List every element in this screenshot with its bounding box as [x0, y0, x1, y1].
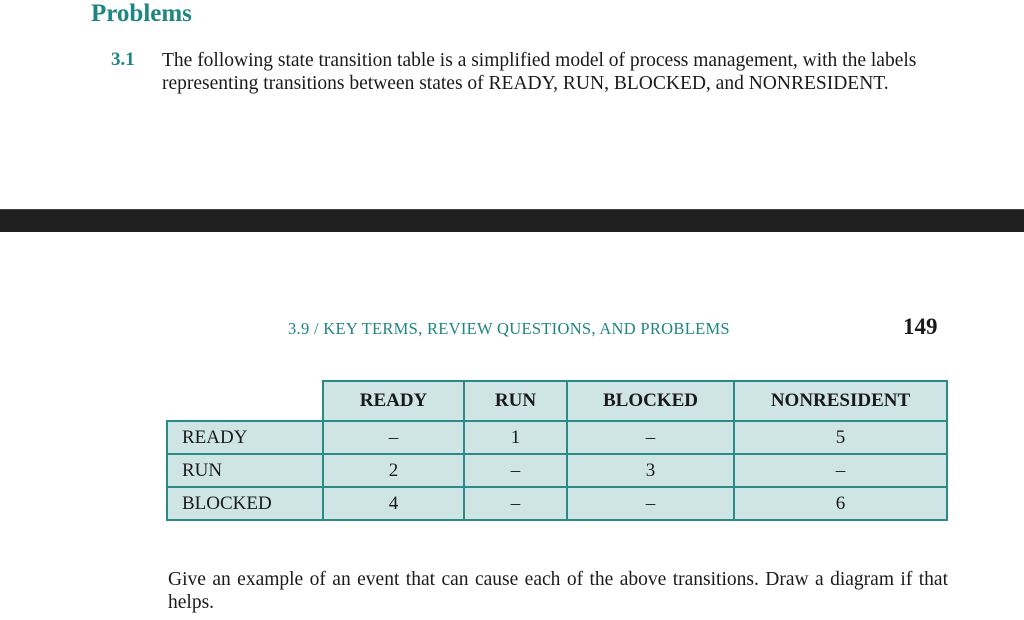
- table-cell: –: [566, 420, 735, 455]
- column-header: NONRESIDENT: [733, 380, 948, 422]
- column-header: RUN: [463, 380, 568, 422]
- page-separator-bar: [0, 209, 1024, 232]
- column-header: BLOCKED: [566, 380, 735, 422]
- problem-number: 3.1: [111, 49, 135, 70]
- table-cell: 4: [322, 486, 465, 521]
- table-cell: 3: [566, 453, 735, 488]
- table-cell: 6: [733, 486, 948, 521]
- row-label: BLOCKED: [166, 486, 324, 521]
- table-cell: 2: [322, 453, 465, 488]
- page-number: 149: [903, 314, 938, 339]
- section-heading: Problems: [91, 0, 192, 27]
- column-header: READY: [322, 380, 465, 422]
- table-cell: 1: [463, 420, 568, 455]
- row-label: READY: [166, 420, 324, 455]
- corner-cell: [167, 381, 323, 422]
- table-cell: –: [463, 486, 568, 521]
- table-cell: –: [463, 453, 568, 488]
- state-transition-table: READY RUN BLOCKED NONRESIDENT READY – 1 …: [166, 380, 948, 521]
- table-header-row: READY RUN BLOCKED NONRESIDENT: [167, 380, 948, 422]
- table-row: RUN 2 – 3 –: [166, 453, 948, 488]
- running-header: 3.9 / KEY TERMS, REVIEW QUESTIONS, AND P…: [288, 319, 730, 338]
- problem-text: The following state transition table is …: [162, 50, 917, 94]
- row-label: RUN: [166, 453, 324, 488]
- table-cell: –: [566, 486, 735, 521]
- table-cell: –: [733, 453, 948, 488]
- table-row: READY – 1 – 5: [166, 420, 948, 455]
- table-row: BLOCKED 4 – – 6: [166, 486, 948, 521]
- table-cell: –: [322, 420, 465, 455]
- table-cell: 5: [733, 420, 948, 455]
- problem-prompt: Give an example of an event that can cau…: [168, 569, 948, 613]
